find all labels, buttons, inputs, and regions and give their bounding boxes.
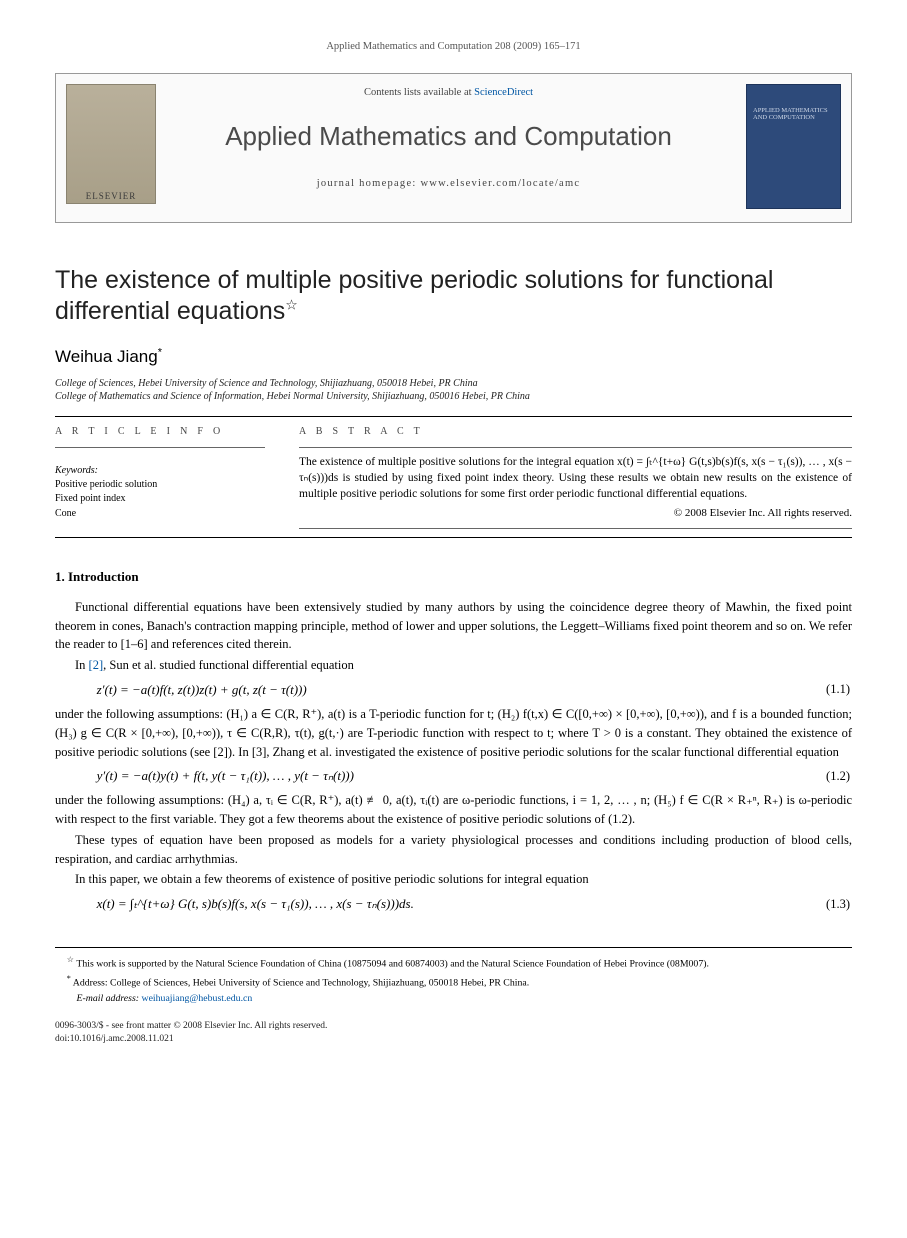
divider-abs-top <box>299 447 852 448</box>
email-link[interactable]: weihuajiang@hebust.edu.cn <box>142 993 253 1004</box>
abstract-col: A B S T R A C T The existence of multipl… <box>299 425 852 535</box>
front-matter-1: 0096-3003/$ - see front matter © 2008 El… <box>55 1020 852 1033</box>
equation-1-1: z′(t) = −a(t)f(t, z(t))z(t) + g(t, z(t −… <box>55 681 852 699</box>
affiliation-2: College of Mathematics and Science of In… <box>55 390 852 404</box>
equation-1-2-no: (1.2) <box>826 768 852 786</box>
divider-info <box>55 447 265 448</box>
corr-text: Address: College of Sciences, Hebei Univ… <box>73 978 529 989</box>
doi-line: doi:10.1016/j.amc.2008.11.021 <box>55 1033 852 1046</box>
equation-1-3-expr: x(t) = ∫ₜ^{t+ω} G(t, s)b(s)f(s, x(s − τ₁… <box>55 895 826 913</box>
para-3: under the following assumptions: (H₁) a … <box>55 705 852 761</box>
contents-line: Contents lists available at ScienceDirec… <box>166 86 731 101</box>
author-line: Weihua Jiang* <box>55 345 852 369</box>
equation-1-3-no: (1.3) <box>826 896 852 914</box>
footnotes: ☆ This work is supported by the Natural … <box>55 947 852 1006</box>
email-label: E-mail address: <box>77 993 142 1004</box>
front-matter-line: 0096-3003/$ - see front matter © 2008 El… <box>55 1020 852 1046</box>
article-title: The existence of multiple positive perio… <box>55 265 852 328</box>
running-head: Applied Mathematics and Computation 208 … <box>55 40 852 55</box>
divider-bottom <box>55 537 852 538</box>
footnote-email: E-mail address: weihuajiang@hebust.edu.c… <box>55 992 852 1006</box>
para-2: In [2], Sun et al. studied functional di… <box>55 656 852 675</box>
section-1-heading: 1. Introduction <box>55 568 852 586</box>
abstract-copyright: © 2008 Elsevier Inc. All rights reserved… <box>299 506 852 521</box>
author-name: Weihua Jiang <box>55 347 158 366</box>
para-4: under the following assumptions: (H₄) a,… <box>55 791 852 829</box>
keyword-2: Fixed point index <box>55 492 265 507</box>
abstract-label: A B S T R A C T <box>299 425 852 439</box>
keyword-3: Cone <box>55 507 265 522</box>
equation-1-2: y′(t) = −a(t)y(t) + f(t, y(t − τ₁(t)), …… <box>55 767 852 785</box>
para-1-text: Functional differential equations have b… <box>55 600 852 652</box>
equation-1-2-expr: y′(t) = −a(t)y(t) + f(t, y(t − τ₁(t)), …… <box>55 767 826 785</box>
homepage-link[interactable]: www.elsevier.com/locate/amc <box>420 178 580 189</box>
masthead: ELSEVIER APPLIED MATHEMATICS AND COMPUTA… <box>55 73 852 223</box>
elsevier-logo: ELSEVIER <box>66 84 156 204</box>
para-1: Functional differential equations have b… <box>55 598 852 654</box>
funding-text: This work is supported by the Natural Sc… <box>76 959 709 970</box>
divider-top <box>55 416 852 417</box>
para-2a: In <box>75 658 89 672</box>
equation-1-1-no: (1.1) <box>826 681 852 699</box>
footnote-funding: ☆ This work is supported by the Natural … <box>55 954 852 971</box>
keywords-head: Keywords: <box>55 464 265 478</box>
title-footnote-marker: ☆ <box>285 297 298 313</box>
abstract-text: The existence of multiple positive solut… <box>299 454 852 502</box>
funding-marker: ☆ <box>67 955 74 964</box>
page-root: Applied Mathematics and Computation 208 … <box>0 0 907 1076</box>
journal-cover-thumb: APPLIED MATHEMATICS AND COMPUTATION <box>746 84 841 209</box>
homepage-label: journal homepage: <box>317 178 421 189</box>
contents-prefix: Contents lists available at <box>364 87 474 98</box>
title-text: The existence of multiple positive perio… <box>55 266 773 325</box>
para-5: These types of equation have been propos… <box>55 831 852 869</box>
para-2b: , Sun et al. studied functional differen… <box>103 658 354 672</box>
author-corr-marker: * <box>158 347 162 359</box>
sciencedirect-link[interactable]: ScienceDirect <box>474 87 533 98</box>
keyword-1: Positive periodic solution <box>55 478 265 493</box>
equation-1-1-expr: z′(t) = −a(t)f(t, z(t))z(t) + g(t, z(t −… <box>55 681 826 699</box>
para-6: In this paper, we obtain a few theorems … <box>55 870 852 889</box>
article-info-col: A R T I C L E I N F O Keywords: Positive… <box>55 425 265 535</box>
corr-marker: * <box>67 974 71 983</box>
meta-row: A R T I C L E I N F O Keywords: Positive… <box>55 425 852 535</box>
cite-2a[interactable]: [2] <box>89 658 104 672</box>
homepage-line: journal homepage: www.elsevier.com/locat… <box>166 177 731 192</box>
affiliation-1: College of Sciences, Hebei University of… <box>55 377 852 391</box>
footnote-corr: * Address: College of Sciences, Hebei Un… <box>55 973 852 990</box>
equation-1-3: x(t) = ∫ₜ^{t+ω} G(t, s)b(s)f(s, x(s − τ₁… <box>55 895 852 913</box>
divider-abs-bot <box>299 528 852 529</box>
journal-name: Applied Mathematics and Computation <box>166 118 731 154</box>
article-info-label: A R T I C L E I N F O <box>55 425 265 439</box>
